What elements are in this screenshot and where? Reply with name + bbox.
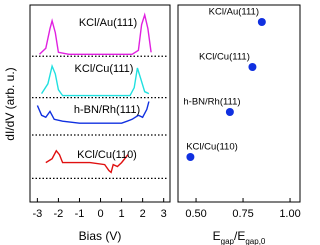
spectrum-line bbox=[41, 63, 150, 97]
data-point bbox=[225, 108, 234, 116]
x-axis-label-part: gap,0 bbox=[245, 237, 266, 245]
point-label: h-BN/Rh(111) bbox=[183, 97, 240, 108]
x-axis-label-part: E bbox=[213, 229, 221, 243]
x-axis-label-part: /E bbox=[234, 229, 245, 243]
data-point bbox=[257, 18, 266, 26]
point-label: KCl/Au(111) bbox=[209, 7, 259, 18]
series-label: KCl/Cu(110) bbox=[77, 149, 137, 161]
x-tick-label: 0 bbox=[97, 208, 103, 220]
x-axis-label-part: gap bbox=[221, 237, 235, 245]
data-point bbox=[186, 153, 195, 161]
series-label: KCl/Au(111) bbox=[79, 17, 137, 29]
x-tick-label: -1 bbox=[75, 208, 85, 220]
data-point bbox=[248, 63, 257, 71]
x-tick-label: 0.75 bbox=[232, 208, 253, 220]
spectrum-line bbox=[36, 101, 150, 124]
figure: Bias (V) dI/dV (arb. u.) Egap/Egap,0 -3-… bbox=[3, 4, 301, 245]
x-axis-label: Bias (V) bbox=[79, 229, 122, 243]
series-label: KCl/Cu(111) bbox=[75, 63, 134, 75]
spectrum-line bbox=[45, 149, 129, 174]
x-tick-label: 3 bbox=[161, 208, 167, 220]
left-frame bbox=[29, 4, 171, 203]
x-tick-label: -3 bbox=[32, 208, 42, 220]
spectrum-line bbox=[39, 12, 152, 55]
point-label: KCl/Cu(111) bbox=[199, 52, 250, 63]
y-axis-label: dI/dV (arb. u.) bbox=[3, 67, 17, 140]
x-tick-label: 2 bbox=[140, 208, 146, 220]
point-label: KCl/Cu(110) bbox=[186, 142, 238, 153]
x-tick-label: -2 bbox=[54, 208, 64, 220]
x-tick-label: 1.00 bbox=[279, 208, 300, 220]
x-tick-label: 1 bbox=[119, 208, 125, 220]
series-label: h-BN/Rh(111) bbox=[74, 104, 140, 116]
x-tick-label: 0.50 bbox=[185, 208, 206, 220]
right-frame bbox=[177, 4, 301, 203]
x-axis-label: Egap/Egap,0 bbox=[213, 229, 266, 245]
